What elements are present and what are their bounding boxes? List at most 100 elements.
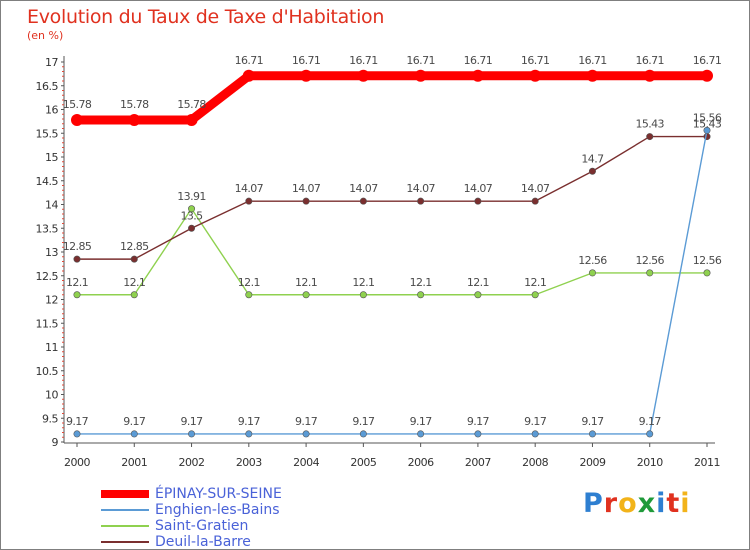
- data-point: [188, 205, 196, 213]
- logo-letter: o: [618, 488, 638, 519]
- logo-letter: P: [583, 488, 604, 519]
- x-tick-label: 2008: [522, 456, 548, 469]
- x-tick-label: 2001: [121, 456, 147, 469]
- data-point: [586, 69, 599, 82]
- data-point: [130, 430, 138, 438]
- data-label: 14.07: [521, 182, 550, 195]
- x-tick-label: 2004: [293, 456, 319, 469]
- data-label: 15.78: [63, 98, 92, 111]
- data-point: [701, 69, 713, 82]
- x-tick-label: 2000: [64, 456, 90, 469]
- x-tick-label: 2002: [179, 456, 205, 469]
- data-label: 14.07: [349, 182, 378, 195]
- legend-label: Saint-Gratien: [155, 518, 249, 534]
- legend-swatch: [101, 525, 149, 527]
- legend-item-saint-gratien: Saint-Gratien: [101, 518, 321, 534]
- data-label: 9.17: [295, 415, 318, 428]
- data-point: [646, 133, 654, 141]
- series-line-2: [76, 208, 708, 296]
- data-label: 9.17: [66, 415, 89, 428]
- y-tick-label: 16: [45, 104, 58, 117]
- data-point: [531, 430, 539, 438]
- legend-swatch: [101, 490, 149, 498]
- data-label: 15.43: [693, 118, 722, 131]
- y-tick-label: 9.5: [42, 412, 58, 425]
- y-tick-label: 15.5: [36, 127, 59, 140]
- data-point: [128, 113, 141, 126]
- data-point: [302, 430, 310, 438]
- data-label: 16.71: [521, 54, 550, 67]
- data-label: 16.71: [406, 54, 435, 67]
- data-point: [71, 113, 83, 126]
- data-point: [474, 430, 482, 438]
- legend-item-epinay: ÉPINAY-SUR-SEINE: [101, 486, 321, 502]
- data-label: 16.71: [693, 54, 722, 67]
- data-point: [588, 167, 596, 175]
- data-label: 12.56: [635, 254, 664, 267]
- data-point: [588, 430, 596, 438]
- data-point: [417, 430, 425, 438]
- data-label: 15.43: [635, 118, 664, 131]
- data-point: [417, 197, 425, 205]
- data-point: [646, 269, 654, 277]
- data-point: [529, 69, 542, 82]
- data-label: 9.17: [238, 415, 261, 428]
- legend-item-deuil: Deuil-la-Barre: [101, 534, 321, 550]
- y-tick-label: 11: [45, 341, 58, 354]
- y-tick-label: 13.5: [36, 222, 59, 235]
- series-line-3: [76, 135, 708, 260]
- data-label: 12.1: [123, 276, 145, 289]
- data-point: [703, 269, 711, 277]
- data-point: [73, 255, 81, 263]
- data-point: [474, 197, 482, 205]
- data-label: 14.07: [406, 182, 435, 195]
- y-tick-label: 15: [45, 151, 58, 164]
- data-point: [646, 430, 654, 438]
- data-label: 16.71: [635, 54, 664, 67]
- data-point: [417, 291, 425, 299]
- data-point: [359, 291, 367, 299]
- data-label: 9.17: [467, 415, 490, 428]
- series-line-1: [76, 129, 708, 435]
- y-tick-label: 16.5: [36, 80, 59, 93]
- x-tick-label: 2005: [350, 456, 376, 469]
- data-label: 12.85: [63, 240, 92, 253]
- data-label: 12.1: [295, 276, 317, 289]
- y-tick-label: 12.5: [36, 270, 59, 283]
- data-point: [130, 291, 138, 299]
- data-label: 9.17: [123, 415, 146, 428]
- data-label: 16.71: [464, 54, 493, 67]
- x-tick-label: 2003: [236, 456, 262, 469]
- x-tick-label: 2011: [694, 456, 720, 469]
- data-label: 15.78: [120, 98, 149, 111]
- data-label: 12.56: [578, 254, 607, 267]
- data-point: [245, 197, 253, 205]
- data-point: [245, 430, 253, 438]
- data-point: [357, 69, 370, 82]
- data-label: 16.71: [349, 54, 378, 67]
- data-label: 9.17: [581, 415, 604, 428]
- legend-label: Deuil-la-Barre: [155, 534, 251, 550]
- data-point: [242, 69, 255, 82]
- data-point: [73, 430, 81, 438]
- data-label: 12.1: [66, 276, 88, 289]
- data-label: 12.1: [524, 276, 546, 289]
- data-point: [302, 291, 310, 299]
- logo-letter: r: [603, 488, 619, 519]
- data-point: [245, 291, 253, 299]
- data-point: [359, 197, 367, 205]
- data-label: 14.07: [464, 182, 493, 195]
- data-label: 9.17: [180, 415, 203, 428]
- data-point: [188, 224, 196, 232]
- logo-letter: x: [637, 488, 657, 519]
- data-point: [531, 197, 539, 205]
- chart-subtitle: (en %): [27, 29, 64, 42]
- data-point: [73, 291, 81, 299]
- series-line-0: [72, 71, 712, 125]
- data-label: 14.07: [292, 182, 321, 195]
- y-tick-label: 14.5: [36, 175, 59, 188]
- data-label: 16.71: [235, 54, 264, 67]
- x-tick-label: 2010: [637, 456, 663, 469]
- legend: ÉPINAY-SUR-SEINE Enghien-les-Bains Saint…: [101, 486, 321, 550]
